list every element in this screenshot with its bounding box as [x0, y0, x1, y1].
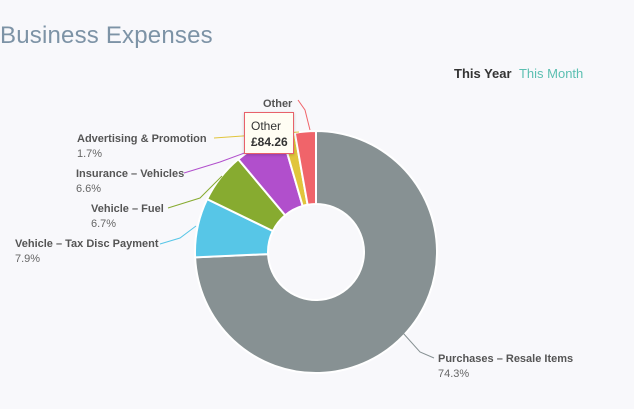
leader-line	[297, 99, 311, 131]
leader-line	[159, 225, 197, 245]
leader-line	[402, 332, 435, 359]
slice-label: Insurance – Vehicles	[76, 168, 184, 180]
slice-label: Vehicle – Tax Disc Payment	[15, 238, 159, 250]
leader-line	[167, 175, 223, 209]
slice-label: Purchases – Resale Items	[438, 353, 573, 365]
tooltip-label: Other	[251, 119, 282, 133]
slice-percent-label: 1.7%	[77, 148, 102, 160]
page-title: Business Expenses	[0, 22, 213, 49]
slice-label: Vehicle – Fuel	[91, 203, 164, 215]
period-toggle: This Year This Month	[454, 66, 583, 81]
slice-purchases-resale-items[interactable]	[194, 129, 438, 374]
slice-percent-label: 7.9%	[15, 253, 40, 265]
slice-label: Advertising & Promotion	[77, 133, 207, 145]
period-this-month-link[interactable]: This Month	[518, 66, 584, 81]
slice-percent-label: 6.7%	[91, 218, 116, 230]
slice-percent-label: 6.6%	[76, 183, 101, 195]
tooltip-value: £84.26	[251, 135, 288, 149]
slice-percent-label: 74.3%	[438, 368, 469, 380]
slice-label: Other	[263, 98, 293, 110]
chart-tooltip: Other £84.26	[244, 112, 294, 154]
slice-other[interactable]	[293, 129, 317, 206]
period-this-year[interactable]: This Year	[454, 66, 512, 81]
